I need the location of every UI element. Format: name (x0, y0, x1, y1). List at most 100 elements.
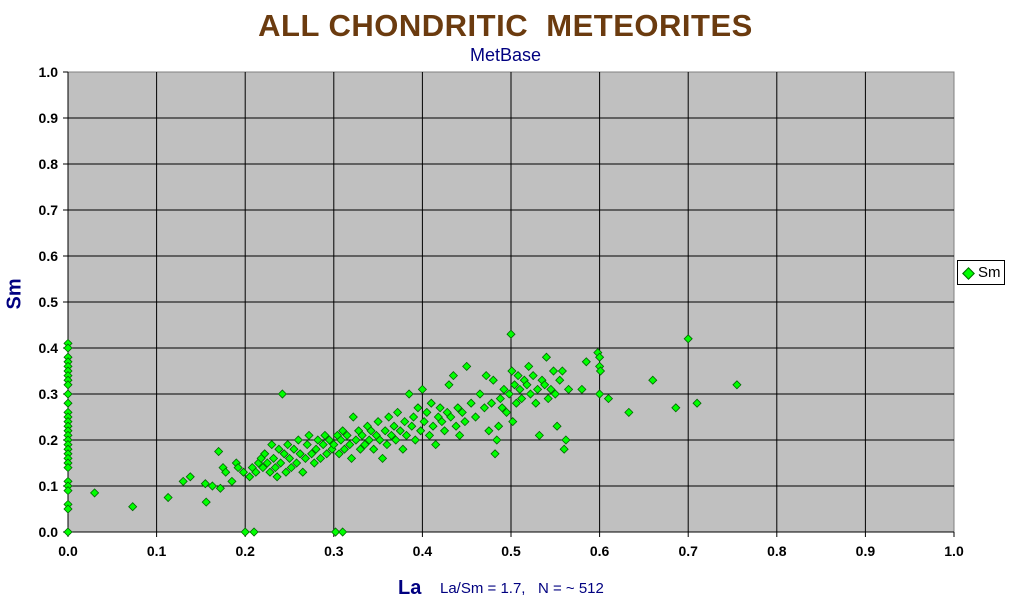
data-point (357, 430, 367, 440)
data-point (348, 412, 358, 422)
data-point (494, 421, 504, 431)
data-point (470, 412, 481, 422)
data-point (428, 421, 438, 431)
data-point (336, 435, 346, 445)
data-point (517, 394, 527, 404)
data-point (552, 421, 562, 431)
data-point (339, 444, 349, 454)
data-point (460, 417, 470, 427)
y-tick-label: 0.1 (39, 478, 59, 494)
data-point (274, 444, 284, 454)
data-point (506, 329, 516, 339)
x-tick-label: 0.9 (856, 543, 876, 559)
data-point (63, 398, 73, 408)
data-point (466, 398, 476, 408)
data-point (329, 440, 339, 450)
data-point (262, 458, 272, 468)
x-tick-label: 0.3 (324, 543, 344, 559)
data-point (462, 361, 472, 371)
data-point (444, 380, 454, 390)
data-point (499, 384, 509, 394)
x-tick-label: 0.5 (501, 543, 521, 559)
data-point (320, 430, 330, 440)
y-tick-label: 0.5 (39, 294, 59, 310)
data-point (522, 380, 532, 390)
data-point (267, 440, 277, 450)
data-point (488, 375, 498, 385)
data-point (295, 449, 305, 459)
data-point (557, 366, 567, 376)
data-point (311, 444, 321, 454)
data-point (277, 389, 287, 399)
data-point (419, 417, 429, 427)
y-tick-label: 1.0 (39, 64, 59, 80)
data-point (426, 398, 436, 408)
y-tick-label: 0.6 (39, 248, 59, 264)
data-point (380, 426, 390, 436)
data-point (251, 467, 261, 477)
x-tick-label: 0.4 (413, 543, 433, 559)
data-point (221, 467, 231, 477)
data-point (63, 343, 73, 353)
data-point (201, 497, 211, 507)
x-tick-label: 0.6 (590, 543, 610, 559)
data-point (550, 389, 560, 399)
data-point (548, 366, 559, 376)
data-point (417, 384, 427, 394)
data-point (422, 407, 432, 417)
data-point (511, 398, 521, 408)
x-tick-label: 1.0 (944, 543, 964, 559)
data-point (624, 407, 634, 417)
data-point (324, 435, 334, 445)
data-point (364, 435, 374, 445)
data-point (524, 361, 534, 371)
data-point (455, 430, 465, 440)
data-point (581, 357, 591, 367)
data-point (437, 417, 447, 427)
data-point (391, 435, 401, 445)
data-point (279, 449, 289, 459)
y-tick-labels: 0.0 0.1 0.2 0.3 0.4 0.5 0.6 0.7 0.8 0.9 1.0 (39, 64, 59, 540)
data-point (360, 440, 370, 450)
data-point (484, 426, 494, 436)
data-point (546, 384, 556, 394)
data-point (531, 398, 541, 408)
data-point (732, 380, 742, 390)
data-point (300, 453, 311, 463)
data-point (448, 371, 458, 381)
data-point (561, 435, 571, 445)
data-point (564, 384, 574, 394)
x-tick-label: 0.8 (767, 543, 787, 559)
data-point (258, 463, 268, 473)
data-point (528, 371, 538, 381)
data-point (386, 430, 396, 440)
data-point (63, 504, 73, 514)
x-tick-labels: 0.0 0.1 0.2 0.3 0.4 0.5 0.6 0.7 0.8 0.9 1.0 (58, 543, 964, 559)
data-point (63, 527, 73, 537)
data-point (525, 389, 536, 399)
data-point (407, 421, 417, 431)
data-point (400, 417, 410, 427)
data-point (315, 453, 326, 463)
data-point (345, 440, 355, 450)
data-point (408, 412, 419, 422)
data-point (286, 463, 296, 473)
x-tick-label: 0.0 (58, 543, 78, 559)
data-point (270, 463, 280, 473)
data-point (404, 389, 414, 399)
data-point (683, 334, 693, 344)
data-point (373, 417, 383, 427)
data-point (309, 458, 319, 468)
data-point (284, 453, 295, 463)
data-point (495, 394, 505, 404)
data-point (375, 435, 385, 445)
y-tick-label: 0.2 (39, 432, 59, 448)
data-point (513, 371, 523, 381)
data-point (439, 426, 450, 436)
data-point (395, 426, 405, 436)
data-point (603, 394, 614, 404)
data-point (416, 426, 426, 436)
data-point (334, 449, 344, 459)
legend-marker-icon (962, 267, 975, 280)
x-axis-label: La (398, 577, 422, 599)
